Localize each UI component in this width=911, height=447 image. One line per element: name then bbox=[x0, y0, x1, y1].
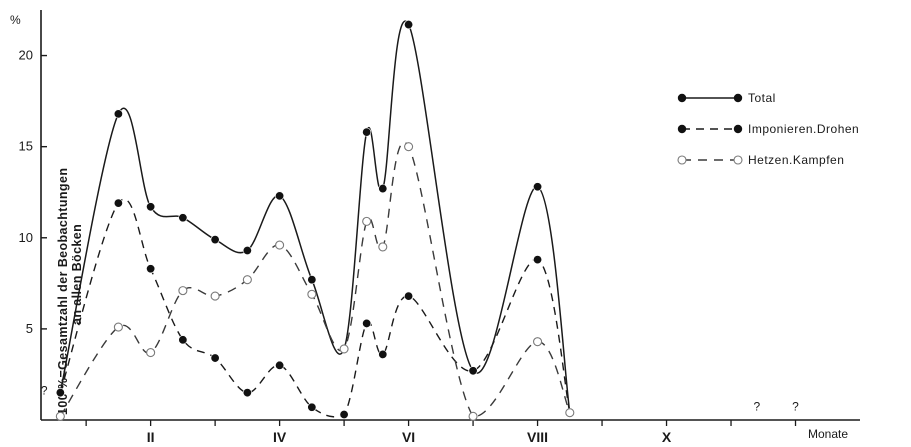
data-point-1 bbox=[362, 127, 372, 137]
data-point-3 bbox=[362, 216, 372, 226]
plot-area: % Monate 100 %=Gesamtzahl der Beobachtun… bbox=[10, 10, 860, 445]
data-point-1 bbox=[378, 184, 388, 194]
legend-label-1: Total bbox=[748, 91, 776, 105]
y-axis-description-line-2: an allen Böcken bbox=[70, 224, 84, 325]
data-point-1 bbox=[210, 235, 220, 245]
data-point-3 bbox=[468, 411, 478, 421]
series-line-2 bbox=[59, 198, 571, 418]
legend-marker-3 bbox=[677, 155, 687, 165]
y-ticks: 5 10 15 20 bbox=[19, 48, 47, 336]
data-point-1 bbox=[242, 246, 252, 256]
x-tick-label: IV bbox=[273, 429, 287, 445]
y-tick-label: 5 bbox=[26, 321, 33, 336]
x-ticks: II IV VI VIII X bbox=[85, 420, 797, 445]
data-point-2 bbox=[146, 264, 156, 274]
data-point-2 bbox=[55, 388, 65, 398]
legend-label-3: Hetzen.Kampfen bbox=[748, 153, 844, 167]
data-point-1 bbox=[178, 213, 188, 223]
y-tick-label: 15 bbox=[19, 139, 33, 154]
x-tick-label: VI bbox=[402, 429, 415, 445]
data-point-2 bbox=[378, 349, 388, 359]
data-point-3 bbox=[307, 289, 317, 299]
data-point-3 bbox=[339, 344, 349, 354]
unknown-mark: ? bbox=[753, 400, 760, 414]
legend-marker-1 bbox=[733, 93, 743, 103]
y-tick-label: 20 bbox=[19, 48, 33, 63]
data-point-3 bbox=[565, 408, 575, 418]
data-point-1 bbox=[404, 20, 414, 30]
data-point-3 bbox=[533, 337, 543, 347]
y-unit-label: % bbox=[10, 13, 21, 27]
data-point-1 bbox=[533, 182, 543, 192]
legend-marker-1 bbox=[677, 93, 687, 103]
data-point-3 bbox=[146, 348, 156, 358]
data-point-3 bbox=[275, 240, 285, 250]
data-point-2 bbox=[307, 402, 317, 412]
data-point-2 bbox=[404, 291, 414, 301]
data-point-3 bbox=[113, 322, 123, 332]
x-tick-label: X bbox=[662, 429, 672, 445]
data-point-3 bbox=[404, 142, 414, 152]
data-point-3 bbox=[210, 291, 220, 301]
data-point-2 bbox=[113, 198, 123, 208]
x-tick-label: VIII bbox=[527, 429, 548, 445]
data-point-2 bbox=[468, 366, 478, 376]
data-point-2 bbox=[533, 255, 543, 265]
x-tick-label: II bbox=[147, 429, 155, 445]
data-point-2 bbox=[362, 318, 372, 328]
y-tick-label: 10 bbox=[19, 230, 33, 245]
unknown-mark: ? bbox=[792, 400, 799, 414]
unknown-mark: ? bbox=[41, 383, 48, 397]
data-point-2 bbox=[339, 410, 349, 420]
data-point-1 bbox=[146, 202, 156, 212]
data-point-2 bbox=[210, 353, 220, 363]
data-point-1 bbox=[307, 275, 317, 285]
data-point-3 bbox=[55, 411, 65, 421]
series-layer bbox=[55, 20, 575, 421]
x-axis-label: Monate bbox=[808, 427, 848, 441]
legend-marker-2 bbox=[733, 124, 743, 134]
data-point-2 bbox=[275, 360, 285, 370]
data-point-1 bbox=[275, 191, 285, 201]
legend-marker-2 bbox=[677, 124, 687, 134]
unknown-marks: ??? bbox=[41, 383, 799, 413]
legend-marker-3 bbox=[733, 155, 743, 165]
legend-label-2: Imponieren.Drohen bbox=[748, 122, 859, 136]
data-point-2 bbox=[178, 335, 188, 345]
y-axis-description-line-1: 100 %=Gesamtzahl der Beobachtungen bbox=[56, 168, 70, 415]
series-line-1 bbox=[59, 20, 571, 413]
data-point-2 bbox=[242, 388, 252, 398]
y-axis-description: 100 %=Gesamtzahl der Beobachtungen an al… bbox=[56, 164, 84, 415]
data-point-3 bbox=[178, 286, 188, 296]
data-point-1 bbox=[113, 109, 123, 119]
data-point-3 bbox=[242, 275, 252, 285]
data-point-3 bbox=[378, 242, 388, 252]
legend: Total Imponieren.Drohen Hetzen.Kampfen bbox=[677, 91, 859, 167]
